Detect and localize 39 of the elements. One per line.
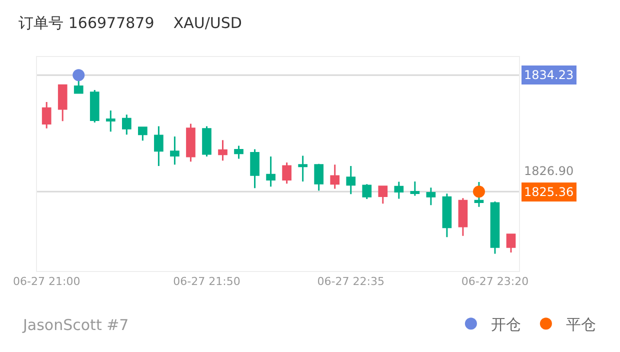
candlestick	[298, 155, 308, 182]
chart-title: 订单号 166977879 XAU/USD	[18, 14, 242, 32]
y-tick-label: 1826.90	[524, 164, 574, 178]
candlestick	[106, 110, 116, 132]
candlestick	[250, 148, 260, 189]
candlestick	[266, 156, 276, 188]
legend-label: 开仓	[490, 315, 521, 334]
candlestick	[234, 145, 244, 160]
candlestick	[122, 114, 132, 136]
candlestick	[346, 165, 356, 195]
candlestick	[170, 136, 180, 166]
x-tick-label: 06-27 21:50	[173, 275, 240, 288]
candlestick	[282, 162, 292, 184]
candlestick	[506, 233, 516, 254]
x-tick-label: 06-27 23:20	[461, 275, 529, 288]
text: JasonScott #7	[22, 316, 129, 334]
candlestick	[490, 200, 500, 255]
candlestick	[202, 125, 212, 158]
candlestick	[90, 89, 100, 124]
candlestick	[394, 181, 404, 200]
candlestick	[314, 163, 324, 192]
legend-label: 平仓	[566, 315, 596, 334]
x-tick-label: 06-27 22:35	[317, 275, 384, 288]
candlestick	[362, 183, 372, 200]
candlestick	[458, 197, 468, 237]
candlestick	[218, 139, 228, 162]
candlestick	[138, 126, 148, 142]
candlestick	[42, 101, 52, 130]
candlestick	[58, 84, 68, 122]
candlestick	[330, 164, 340, 190]
x-tick-label: 06-27 21:00	[13, 275, 80, 288]
candlestick	[186, 122, 196, 162]
y-tick-label: 1825.36	[524, 185, 574, 199]
candlestick	[410, 180, 420, 196]
candlestick	[378, 184, 388, 204]
candlestick	[442, 192, 452, 238]
candlestick	[426, 186, 436, 206]
candlestick	[154, 125, 164, 167]
y-tick-label: 1834.23	[524, 68, 574, 82]
